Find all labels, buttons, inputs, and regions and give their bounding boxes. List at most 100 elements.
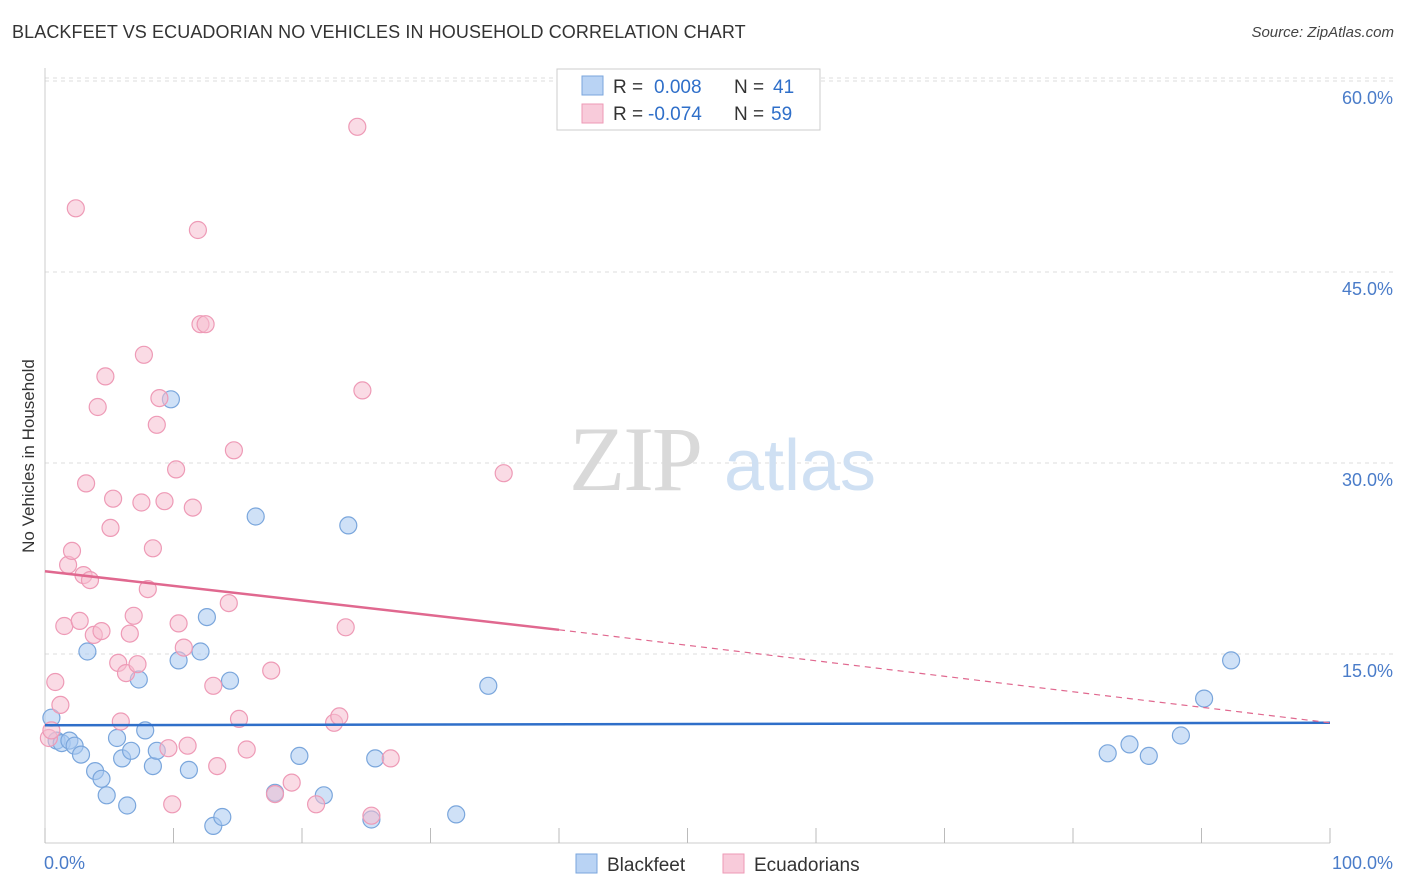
point-ecuadorian-3 — [51, 695, 70, 715]
legend-n-value-blackfeet: 41 — [773, 77, 794, 98]
x-tick-label-min: 0.0% — [44, 853, 85, 873]
point-ecuadorian-29 — [150, 389, 169, 408]
point-blackfeet-28 — [290, 746, 309, 766]
point-blackfeet-9 — [97, 786, 116, 805]
legend-r-label-ecuadorians: R = — [613, 104, 643, 125]
trend-line-ecuadorians — [44, 569, 560, 632]
point-ecuadorian-49 — [282, 773, 301, 792]
y-tick-label-1: 30.0% — [1342, 470, 1393, 490]
y-axis-label: No Vehicles in Household — [19, 359, 38, 553]
point-blackfeet-36 — [1120, 735, 1139, 754]
point-blackfeet-25 — [220, 671, 240, 690]
point-ecuadorian-21 — [120, 624, 139, 643]
legend-n-label-ecuadorians: N = — [734, 104, 764, 125]
tick-labels: 15.0% 30.0% 45.0% 60.0% 0.0% 100.0% — [44, 88, 1393, 873]
bottom-legend-swatch-ecuadorians — [722, 853, 745, 874]
point-ecuadorian-50 — [307, 795, 326, 814]
point-blackfeet-33 — [447, 805, 466, 824]
point-ecuadorian-36 — [178, 736, 197, 755]
trend-line-ecuadorians-dashed — [558, 629, 1331, 724]
point-ecuadorian-47 — [262, 661, 281, 680]
point-ecuadorian-52 — [330, 707, 349, 726]
point-ecuadorian-23 — [128, 655, 147, 674]
watermark: ZIP atlas — [569, 408, 876, 510]
point-ecuadorian-22 — [124, 606, 143, 625]
legend-r-value-blackfeet: 0.008 — [654, 77, 702, 98]
point-ecuadorian-30 — [155, 492, 174, 511]
point-ecuadorian-58 — [494, 464, 513, 483]
point-ecuadorian-17 — [103, 489, 123, 508]
point-blackfeet-8 — [92, 769, 111, 788]
point-ecuadorian-19 — [111, 712, 130, 731]
trend-layer — [44, 569, 1331, 727]
point-ecuadorian-38 — [188, 220, 207, 240]
point-ecuadorian-26 — [138, 579, 157, 599]
point-blackfeet-10 — [107, 728, 127, 748]
chart-source: Source: ZipAtlas.com — [1251, 24, 1394, 41]
y-tick-label-2: 45.0% — [1342, 279, 1393, 299]
point-ecuadorian-56 — [362, 806, 381, 825]
point-ecuadorian-2 — [46, 672, 65, 692]
legend-r-label-blackfeet: R = — [613, 77, 643, 98]
point-blackfeet-40 — [1221, 651, 1241, 670]
point-ecuadorian-6 — [62, 541, 82, 561]
point-blackfeet-24 — [213, 807, 232, 827]
point-ecuadorian-41 — [204, 676, 223, 695]
point-ecuadorian-55 — [353, 381, 372, 400]
watermark-zip: ZIP — [569, 408, 701, 510]
point-blackfeet-35 — [1098, 744, 1117, 763]
point-ecuadorian-13 — [88, 397, 107, 417]
point-blackfeet-37 — [1139, 746, 1158, 766]
point-blackfeet-12 — [118, 796, 137, 815]
point-blackfeet-22 — [197, 607, 216, 627]
point-ecuadorian-42 — [208, 756, 227, 776]
point-ecuadorian-57 — [381, 749, 400, 768]
y-tick-label-3: 60.0% — [1342, 88, 1393, 108]
point-ecuadorian-28 — [147, 415, 166, 434]
point-ecuadorian-44 — [224, 441, 243, 460]
point-ecuadorian-7 — [66, 199, 85, 218]
point-blackfeet-38 — [1171, 726, 1191, 745]
point-blackfeet-13 — [122, 741, 141, 760]
point-blackfeet-16 — [143, 756, 162, 776]
point-ecuadorian-45 — [229, 709, 249, 729]
bottom-legend-label-blackfeet: Blackfeet — [607, 855, 686, 876]
grid-layer — [45, 77, 1393, 655]
point-ecuadorian-27 — [143, 539, 162, 558]
point-ecuadorian-14 — [92, 621, 111, 641]
y-tick-label-0: 15.0% — [1342, 661, 1393, 681]
point-ecuadorian-32 — [163, 795, 182, 814]
point-ecuadorian-15 — [96, 367, 115, 386]
point-blackfeet-26 — [246, 507, 265, 526]
point-ecuadorian-37 — [183, 498, 202, 517]
legend-n-label-blackfeet: N = — [734, 77, 764, 98]
bottom-legend: Blackfeet Ecuadorians — [575, 853, 860, 876]
chart-title: BLACKFEET VS ECUADORIAN NO VEHICLES IN H… — [12, 22, 746, 42]
point-blackfeet-6 — [78, 642, 97, 661]
point-ecuadorian-43 — [219, 593, 238, 613]
point-ecuadorian-53 — [336, 618, 355, 637]
point-ecuadorian-24 — [132, 493, 151, 512]
point-ecuadorian-40 — [196, 315, 215, 334]
point-ecuadorian-25 — [134, 345, 153, 364]
bottom-legend-swatch-blackfeet — [575, 853, 598, 874]
point-ecuadorian-46 — [237, 740, 256, 759]
bottom-legend-label-ecuadorians: Ecuadorians — [754, 855, 860, 876]
point-ecuadorian-10 — [76, 474, 96, 493]
point-ecuadorian-48 — [265, 784, 285, 804]
legend-box: R = 0.008 N = 41 R = -0.074 N = 59 — [556, 68, 821, 131]
legend-swatch-ecuadorians — [581, 103, 604, 124]
point-ecuadorian-33 — [167, 460, 186, 479]
point-blackfeet-21 — [191, 642, 210, 661]
point-blackfeet-34 — [479, 676, 498, 695]
point-ecuadorian-54 — [348, 117, 367, 136]
point-blackfeet-30 — [339, 516, 358, 535]
x-tick-label-max: 100.0% — [1332, 853, 1393, 873]
watermark-atlas: atlas — [724, 426, 876, 506]
point-blackfeet-39 — [1194, 689, 1214, 708]
point-ecuadorian-35 — [174, 638, 193, 657]
point-blackfeet-20 — [179, 760, 198, 780]
legend-swatch-blackfeet — [581, 75, 604, 96]
